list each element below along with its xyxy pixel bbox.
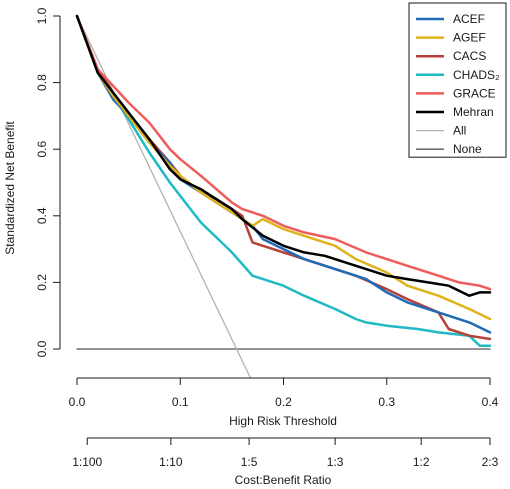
legend: ACEF AGEF CACS CHADS₂ GRACE Mehran All None: [408, 2, 507, 158]
legend-label-none: None: [453, 142, 482, 156]
cost-benefit-tick-label: 1:5: [241, 455, 258, 469]
x-tick-label: 0.0: [69, 395, 86, 409]
y-tick-label: 0.6: [35, 141, 49, 158]
y-tick-label: 0.8: [35, 74, 49, 91]
x-tick-label: 0.1: [172, 395, 189, 409]
y-axis-title: Standardized Net Benefit: [3, 121, 17, 255]
cost-benefit-axis: 1:100 1:10 1:5 1:3 1:2 2:3: [72, 437, 499, 469]
series-line-grace: [75, 14, 492, 291]
series-line-chads: [75, 14, 492, 347]
cost-benefit-tick-label: 1:3: [327, 455, 344, 469]
legend-label-grace: GRACE: [453, 86, 496, 100]
y-axis: 0.0 0.2 0.4 0.6 0.8 1.0: [35, 7, 61, 357]
x-tick-label: 0.2: [275, 395, 292, 409]
x-axis-title: High Risk Threshold: [229, 414, 337, 428]
legend-box: [408, 2, 507, 158]
cost-benefit-tick-label: 2:3: [482, 455, 499, 469]
y-tick-label: 0.4: [35, 207, 49, 224]
legend-label-all: All: [453, 124, 466, 138]
legend-label-chads: CHADS₂: [453, 68, 500, 82]
plot-lines: [75, 14, 492, 378]
y-tick-label: 0.0: [35, 340, 49, 357]
legend-label-agef: AGEF: [453, 31, 486, 45]
cost-benefit-tick-label: 1:10: [159, 455, 183, 469]
cost-benefit-axis-title: Cost:Benefit Ratio: [235, 473, 332, 487]
cost-benefit-tick-label: 1:2: [413, 455, 430, 469]
legend-label-acef: ACEF: [453, 12, 485, 26]
series-line-mehran: [75, 14, 492, 297]
x-tick-label: 0.4: [482, 395, 499, 409]
y-tick-label: 0.2: [35, 274, 49, 291]
cost-benefit-tick-label: 1:100: [72, 455, 102, 469]
legend-label-cacs: CACS: [453, 49, 486, 63]
x-axis: 0.0 0.1 0.2 0.3 0.4: [69, 377, 499, 409]
legend-label-mehran: Mehran: [453, 105, 494, 119]
y-tick-label: 1.0: [35, 7, 49, 24]
x-tick-label: 0.3: [378, 395, 395, 409]
